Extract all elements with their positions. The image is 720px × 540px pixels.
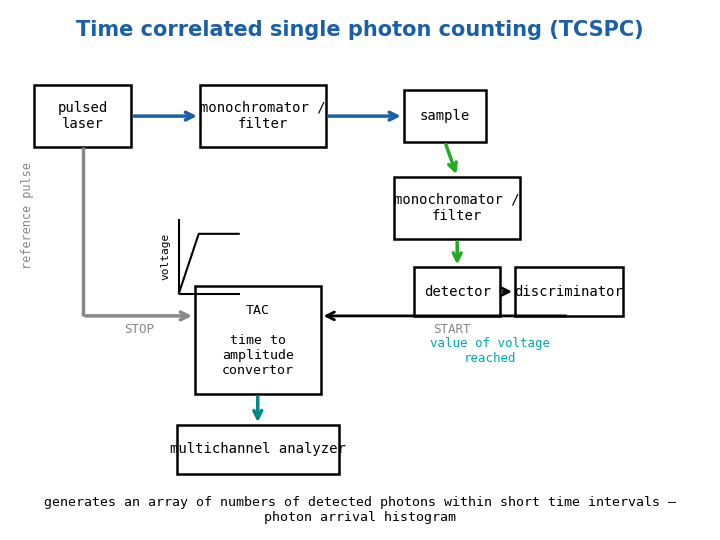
Text: voltage: voltage	[161, 233, 171, 280]
Text: reference pulse: reference pulse	[21, 162, 34, 269]
Bar	[194, 286, 320, 394]
Bar	[177, 425, 339, 474]
Text: multichannel analyzer: multichannel analyzer	[170, 442, 346, 456]
Text: START: START	[433, 323, 471, 336]
Text: pulsed
laser: pulsed laser	[58, 101, 108, 131]
Text: Time correlated single photon counting (TCSPC): Time correlated single photon counting (…	[76, 19, 644, 40]
Bar	[199, 85, 325, 147]
Bar	[403, 91, 487, 141]
Text: detector: detector	[423, 285, 491, 299]
Bar	[395, 177, 520, 239]
Text: monochromator /
filter: monochromator / filter	[395, 193, 520, 223]
Bar	[35, 85, 132, 147]
Text: sample: sample	[420, 109, 470, 123]
Text: generates an array of numbers of detected photons within short time intervals –
: generates an array of numbers of detecte…	[44, 496, 676, 524]
Text: discriminator: discriminator	[514, 285, 624, 299]
Bar	[414, 267, 500, 316]
Text: monochromator /
filter: monochromator / filter	[200, 101, 325, 131]
Text: value of voltage
reached: value of voltage reached	[430, 337, 549, 365]
Text: STOP: STOP	[124, 323, 154, 336]
Bar	[515, 267, 623, 316]
Text: TAC

time to
amplitude
convertor: TAC time to amplitude convertor	[222, 303, 294, 377]
